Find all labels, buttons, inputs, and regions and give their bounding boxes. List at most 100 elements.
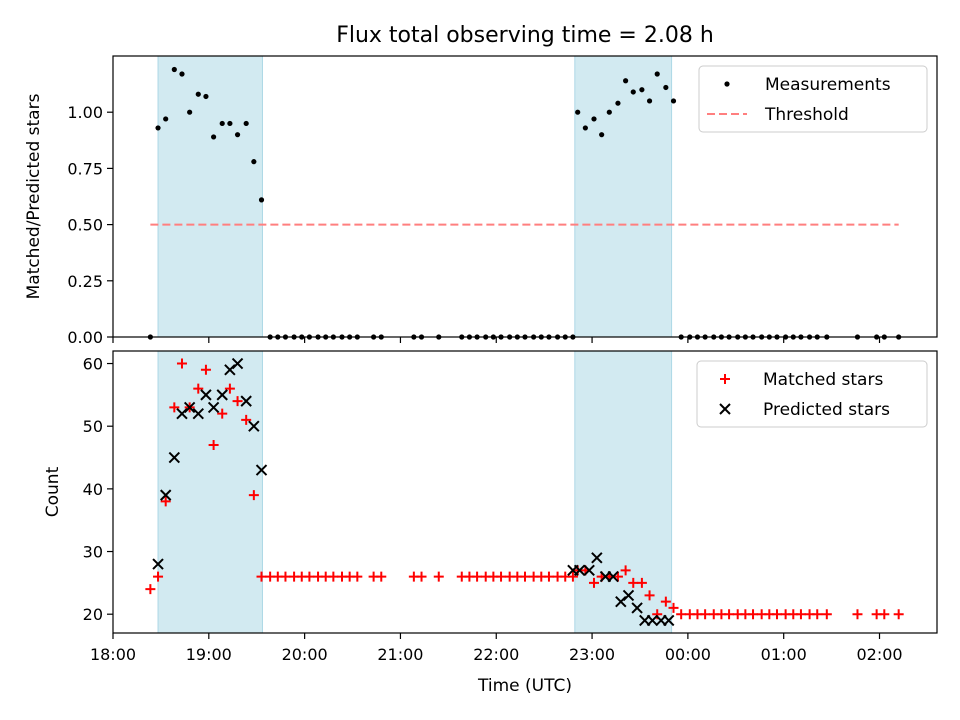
measurement-point [203, 93, 209, 100]
matched-star-point [893, 609, 904, 620]
y-tick-label: 30 [83, 543, 103, 562]
predicted-star-point [631, 602, 643, 614]
measurement-point [630, 89, 636, 95]
measurement-point [599, 132, 605, 138]
measurement-point [639, 87, 645, 93]
axes-frame [112, 55, 938, 338]
matched-star-point [879, 609, 890, 620]
matched-star-point [668, 602, 679, 613]
legend-matched-marker [720, 374, 730, 384]
legend-predicted-marker [719, 403, 731, 415]
matched-star-point [771, 609, 782, 620]
x-tick-label: 18:00 [90, 645, 136, 664]
measurement-point [163, 116, 169, 122]
matched-star-point [821, 609, 832, 620]
y-tick-label: 0.00 [67, 328, 103, 347]
predicted-star-point [159, 489, 172, 501]
measurement-point [171, 66, 177, 73]
matched-star-point [280, 571, 291, 582]
y-tick-label: 1.00 [67, 103, 103, 122]
legend-label: Predicted stars [763, 400, 890, 420]
predicted-star-point [622, 589, 635, 602]
legend-measurement-marker [724, 81, 730, 87]
observing-span [157, 350, 263, 634]
measurement-point [670, 98, 677, 104]
predicted-star-point [573, 564, 586, 577]
predicted-star-point [255, 464, 268, 476]
y-tick-label: 50 [83, 417, 103, 436]
predicted-star-point [200, 389, 212, 401]
measurement-point [187, 109, 193, 115]
matched-star-point [416, 571, 427, 582]
matched-star-point [496, 571, 507, 582]
predicted-star-point [152, 558, 164, 570]
measurement-point [179, 71, 185, 77]
measurement-point [219, 120, 225, 127]
matched-star-point [724, 609, 735, 620]
matched-star-point [304, 571, 315, 582]
chart-title: Flux total observing time = 2.08 h [336, 23, 714, 48]
legend-label: Measurements [765, 75, 891, 95]
measurement-point [258, 197, 265, 203]
legend-label: Threshold [764, 105, 849, 125]
measurement-point [227, 120, 233, 127]
measurement-point [575, 109, 581, 115]
matched-star-point [812, 609, 823, 620]
matched-star-point [795, 609, 806, 620]
matched-star-point [224, 383, 235, 394]
measurement-point [646, 98, 653, 104]
predicted-star-point [216, 389, 228, 401]
legend-box [698, 65, 928, 133]
observing-span [574, 55, 673, 338]
matched-star-point [169, 402, 180, 413]
y-tick-label: 20 [83, 605, 103, 624]
matched-star-point [588, 577, 599, 588]
matched-star-point [520, 571, 530, 582]
matched-star-point [748, 609, 759, 620]
matched-star-point [176, 358, 187, 369]
matched-star-point [232, 396, 243, 407]
measurement-point [606, 109, 612, 115]
measurement-point [654, 71, 660, 77]
matched-star-point [193, 383, 204, 394]
x-tick-label: 02:00 [856, 645, 902, 664]
matched-star-point [644, 590, 655, 601]
x-tick-label: 19:00 [186, 645, 232, 664]
measurement-point [195, 91, 201, 97]
y-axis-label: Count [43, 466, 63, 517]
y-tick-label: 0.50 [67, 216, 103, 235]
predicted-star-point [240, 395, 252, 407]
matched-star-point [153, 571, 164, 582]
x-tick-label: 23:00 [569, 645, 615, 664]
matched-star-point [328, 571, 339, 582]
matched-star-point [612, 571, 623, 582]
legend-label: Matched stars [763, 370, 883, 390]
measurement-point [663, 84, 669, 91]
matched-star-point [200, 364, 211, 375]
matched-star-point [567, 571, 578, 582]
matched-star-point [636, 577, 647, 588]
measurement-point [243, 120, 249, 127]
matched-star-point [376, 571, 387, 582]
predicted-star-point [663, 614, 675, 627]
y-tick-label: 40 [83, 480, 103, 499]
matched-star-point [248, 490, 259, 501]
matched-star-point [543, 571, 554, 582]
x-tick-label: 00:00 [665, 645, 711, 664]
matched-star-point [433, 571, 444, 582]
measurement-point [251, 159, 257, 165]
matched-star-point [628, 577, 639, 588]
measurement-point [234, 132, 241, 138]
measurement-point [582, 125, 588, 131]
predicted-star-point [591, 552, 603, 564]
matched-star-point [676, 609, 687, 620]
matched-star-point [208, 440, 219, 450]
matched-star-point [660, 596, 671, 607]
legend-box [696, 360, 928, 428]
matched-star-point [241, 414, 252, 425]
measurement-point [623, 78, 629, 84]
matched-star-point [472, 571, 483, 582]
predicted-star-point [646, 614, 659, 627]
predicted-star-point [207, 401, 220, 414]
